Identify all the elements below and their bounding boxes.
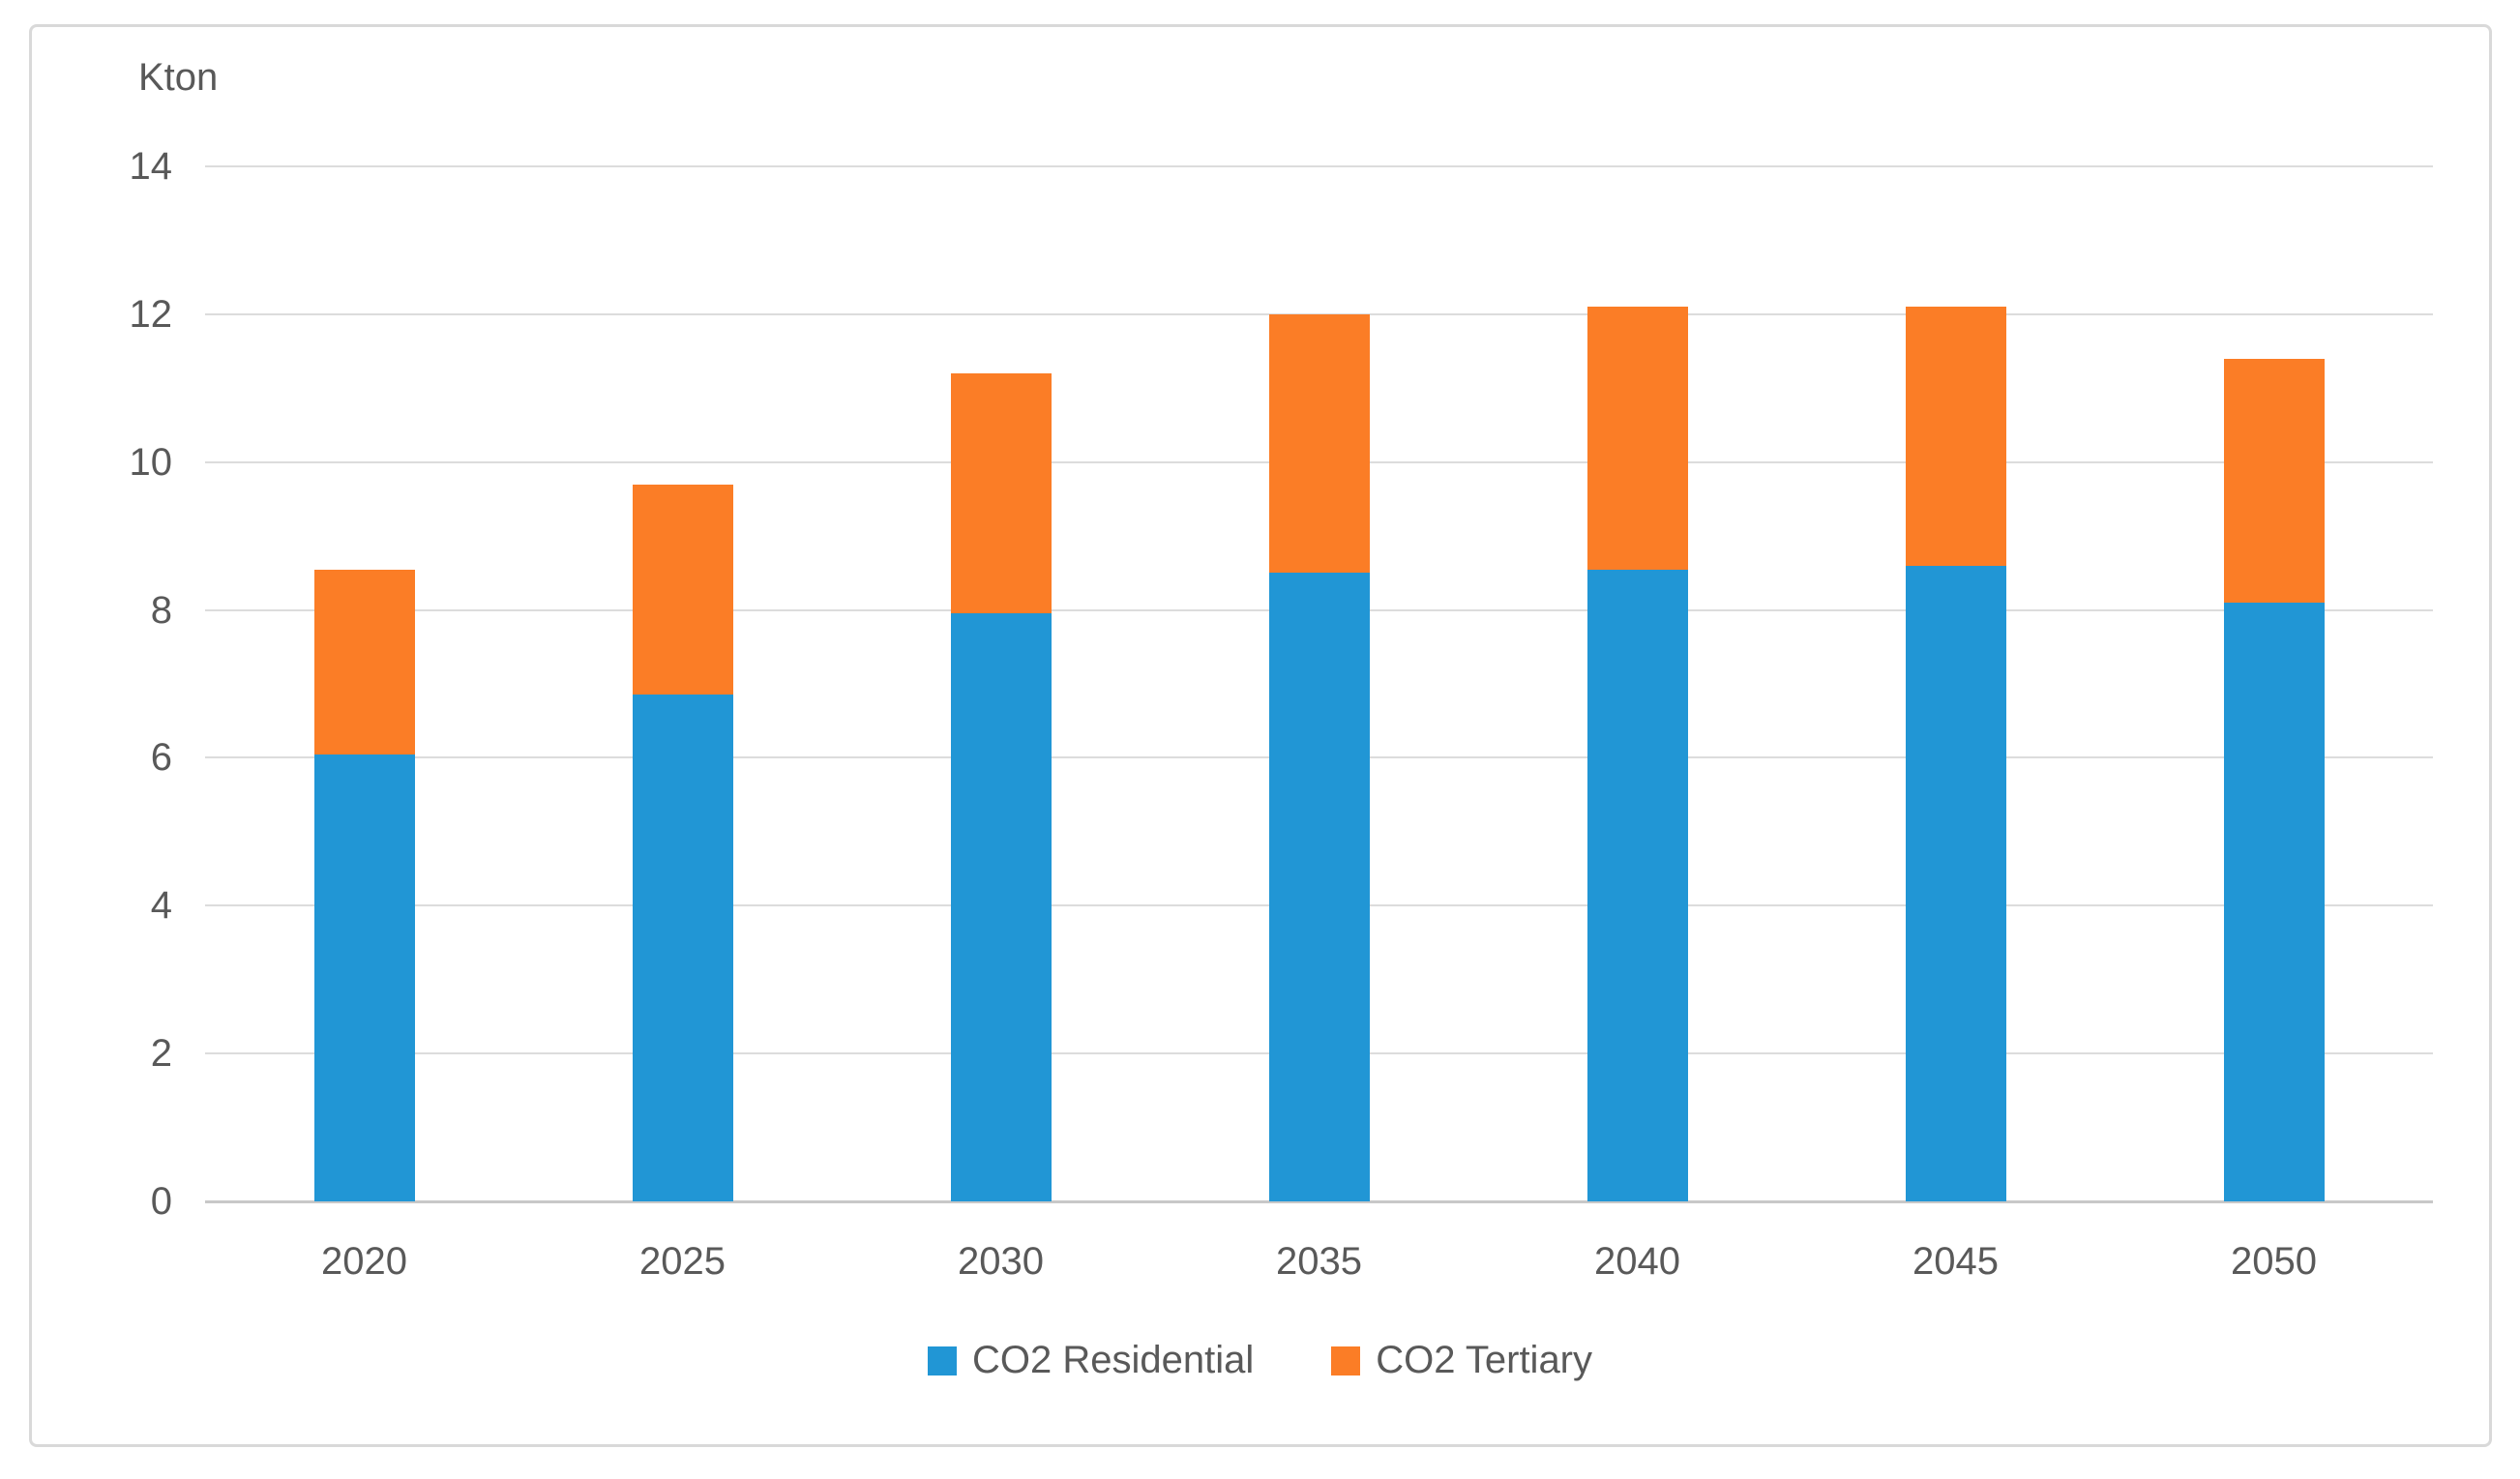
y-tick-label-14: 14	[129, 145, 173, 188]
bar-group-2050	[2223, 166, 2325, 1201]
bar-group-2035	[1268, 166, 1370, 1201]
legend-swatch-icon-co2-tertiary	[1331, 1346, 1361, 1375]
y-tick-label-0: 0	[150, 1180, 172, 1223]
y-tick-label-2: 2	[150, 1032, 172, 1076]
y-tick-label-12: 12	[129, 292, 173, 336]
legend-label-co2-residential: CO2 Residential	[971, 1339, 1255, 1381]
x-axis-line	[205, 1200, 2433, 1203]
x-tick-label-2025: 2025	[639, 1240, 726, 1283]
bar-segment-co2-residential-2040	[1586, 569, 1688, 1201]
bar-segment-co2-residential-2020	[313, 754, 415, 1201]
plot-area	[205, 165, 2433, 1203]
y-tick-label-10: 10	[129, 440, 173, 484]
legend-item-co2-residential: CO2 Residential	[927, 1339, 1255, 1382]
x-tick-label-2045: 2045	[1912, 1240, 1999, 1283]
x-tick-label-2040: 2040	[1594, 1240, 1680, 1283]
bar-segment-co2-tertiary-2025	[632, 484, 733, 695]
legend-item-co2-tertiary: CO2 Tertiary	[1331, 1339, 1592, 1382]
gridline-y-14	[205, 165, 2433, 167]
bar-segment-co2-tertiary-2050	[2223, 358, 2325, 603]
bar-group-2025	[632, 166, 733, 1201]
x-tick-label-2035: 2035	[1276, 1240, 1362, 1283]
bar-group-2020	[313, 166, 415, 1201]
x-tick-label-2030: 2030	[958, 1240, 1044, 1283]
y-tick-label-8: 8	[150, 588, 172, 632]
legend-label-co2-tertiary: CO2 Tertiary	[1376, 1339, 1593, 1381]
legend: CO2 Residential CO2 Tertiary	[0, 1339, 2520, 1382]
bar-group-2045	[1905, 166, 2006, 1201]
x-tick-label-2020: 2020	[321, 1240, 407, 1283]
y-tick-label-4: 4	[150, 884, 172, 928]
bar-segment-co2-residential-2030	[950, 613, 1052, 1201]
bar-group-2030	[950, 166, 1052, 1201]
bar-segment-co2-residential-2045	[1905, 565, 2006, 1201]
y-tick-label-6: 6	[150, 736, 172, 780]
gridline-y-12	[205, 312, 2433, 315]
bar-segment-co2-residential-2025	[632, 695, 733, 1201]
legend-swatch-icon-co2-residential	[927, 1346, 957, 1375]
bar-segment-co2-tertiary-2035	[1268, 313, 1370, 574]
bar-segment-co2-tertiary-2045	[1905, 307, 2006, 566]
bar-segment-co2-residential-2050	[2223, 602, 2325, 1201]
y-axis-unit-label: Kton	[138, 56, 219, 99]
bar-group-2040	[1586, 166, 1688, 1201]
bar-segment-co2-tertiary-2030	[950, 373, 1052, 614]
chart-frame	[29, 24, 2492, 1447]
bar-segment-co2-tertiary-2040	[1586, 307, 1688, 570]
bar-segment-co2-tertiary-2020	[313, 569, 415, 754]
x-tick-label-2050: 2050	[2231, 1240, 2317, 1283]
bar-segment-co2-residential-2035	[1268, 573, 1370, 1201]
